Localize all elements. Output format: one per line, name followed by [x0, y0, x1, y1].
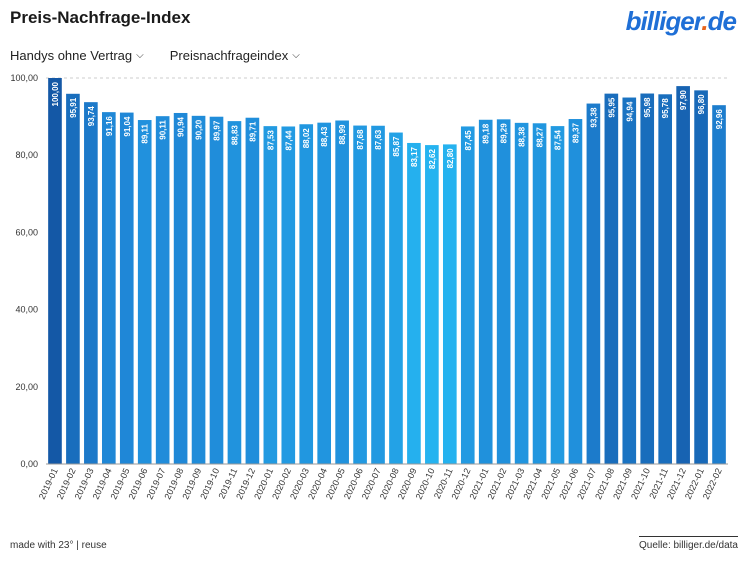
bar — [407, 142, 421, 464]
bar — [209, 116, 224, 464]
bar — [173, 112, 188, 464]
bar — [442, 144, 457, 464]
bar-value-label: 88,83 — [230, 125, 239, 146]
bar-value-label: 89,97 — [213, 120, 222, 141]
bar — [317, 122, 332, 464]
bar-value-label: 93,38 — [589, 107, 598, 128]
chart-title: Preis-Nachfrage-Index — [10, 8, 191, 27]
y-tick-label: 80,00 — [15, 150, 38, 160]
bar-value-label: 82,62 — [428, 149, 437, 170]
bar-value-label: 88,27 — [536, 127, 545, 148]
bar-value-label: 88,38 — [518, 126, 527, 147]
bar — [263, 126, 278, 464]
logo-dot: . — [701, 6, 708, 36]
bar — [137, 120, 152, 464]
chevron-down-icon: ⌵ — [292, 50, 300, 61]
bar-value-label: 89,71 — [248, 121, 257, 142]
bar-value-label: 95,78 — [661, 98, 670, 119]
bar-value-label: 87,54 — [554, 130, 563, 151]
bar — [84, 102, 98, 464]
bar-value-label: 87,63 — [374, 129, 383, 150]
bar-value-label: 89,11 — [141, 123, 150, 143]
bar-value-label: 96,80 — [697, 94, 706, 115]
bar — [676, 86, 690, 464]
logo-main: billiger — [625, 6, 703, 36]
bar — [66, 93, 80, 464]
bar-value-label: 88,43 — [320, 126, 329, 147]
chart-controls: Handys ohne Vertrag ⌵ Preisnachfrageinde… — [10, 48, 300, 63]
bar — [622, 97, 637, 464]
bar — [191, 115, 206, 464]
bar — [335, 120, 349, 464]
bar — [460, 126, 475, 465]
bar — [496, 119, 511, 464]
bar-value-label: 87,44 — [284, 130, 293, 151]
bar — [425, 145, 439, 464]
bar — [604, 93, 619, 464]
bar — [155, 116, 170, 464]
bar-value-label: 88,99 — [338, 124, 347, 145]
bar-value-label: 85,87 — [392, 136, 401, 157]
bar — [694, 90, 708, 465]
bar-value-label: 91,04 — [123, 116, 132, 137]
bar-value-label: 82,80 — [446, 148, 455, 169]
billiger-logo[interactable]: billiger.de — [625, 6, 737, 37]
y-tick-label: 0,00 — [20, 459, 38, 469]
bar — [227, 121, 242, 464]
bar — [48, 78, 62, 464]
y-tick-label: 60,00 — [15, 227, 38, 237]
category-dropdown[interactable]: Handys ohne Vertrag ⌵ — [10, 48, 144, 63]
bar-value-label: 90,11 — [159, 120, 168, 140]
bar — [281, 126, 296, 464]
bar — [586, 103, 601, 465]
bar — [101, 112, 116, 464]
bar-value-label: 91,16 — [105, 116, 114, 137]
bar-value-label: 95,98 — [643, 97, 652, 118]
y-tick-label: 20,00 — [15, 382, 38, 392]
bar — [712, 105, 726, 464]
bar-value-label: 83,17 — [410, 146, 419, 167]
y-tick-label: 40,00 — [15, 305, 38, 315]
bar-value-label: 93,74 — [87, 106, 96, 127]
bar — [640, 93, 655, 464]
chevron-down-icon: ⌵ — [136, 50, 144, 61]
bar-value-label: 87,45 — [464, 130, 473, 151]
logo-tld: de — [707, 6, 737, 36]
bar — [478, 119, 493, 464]
bar — [245, 117, 260, 465]
bar-value-label: 89,37 — [571, 122, 580, 143]
bar-value-label: 97,90 — [679, 90, 688, 111]
bar-value-label: 100,00 — [51, 81, 60, 106]
metric-dropdown-label: Preisnachfrageindex — [169, 48, 289, 63]
footer-credit: made with 23° | reuse — [10, 540, 107, 551]
bar — [658, 94, 673, 465]
bar-value-label: 90,94 — [177, 116, 186, 137]
bar-value-label: 94,94 — [625, 101, 634, 122]
bar-chart: 0,0020,0040,0060,0080,00100,00100,002019… — [10, 73, 728, 501]
bar-value-label: 92,96 — [715, 109, 724, 130]
bar-value-label: 87,68 — [356, 129, 365, 150]
bar — [389, 132, 403, 464]
bar-value-label: 95,95 — [607, 97, 616, 118]
bar — [299, 124, 314, 464]
bar — [371, 125, 385, 464]
bar — [568, 119, 583, 464]
category-dropdown-label: Handys ohne Vertrag — [10, 48, 133, 63]
bar — [550, 126, 565, 465]
bar-value-label: 90,20 — [195, 119, 204, 140]
bar-value-label: 89,18 — [482, 123, 491, 144]
bar-value-label: 88,02 — [302, 128, 311, 149]
bar-value-label: 89,29 — [500, 123, 509, 144]
bar-value-label: 87,53 — [266, 130, 275, 151]
bar — [353, 125, 367, 464]
metric-dropdown[interactable]: Preisnachfrageindex ⌵ — [170, 48, 300, 63]
y-tick-label: 100,00 — [10, 73, 38, 83]
bar — [532, 123, 547, 464]
bar — [119, 112, 134, 464]
footer-source: Quelle: billiger.de/data — [639, 536, 738, 551]
bar — [514, 122, 529, 464]
bar-value-label: 95,91 — [69, 97, 78, 118]
